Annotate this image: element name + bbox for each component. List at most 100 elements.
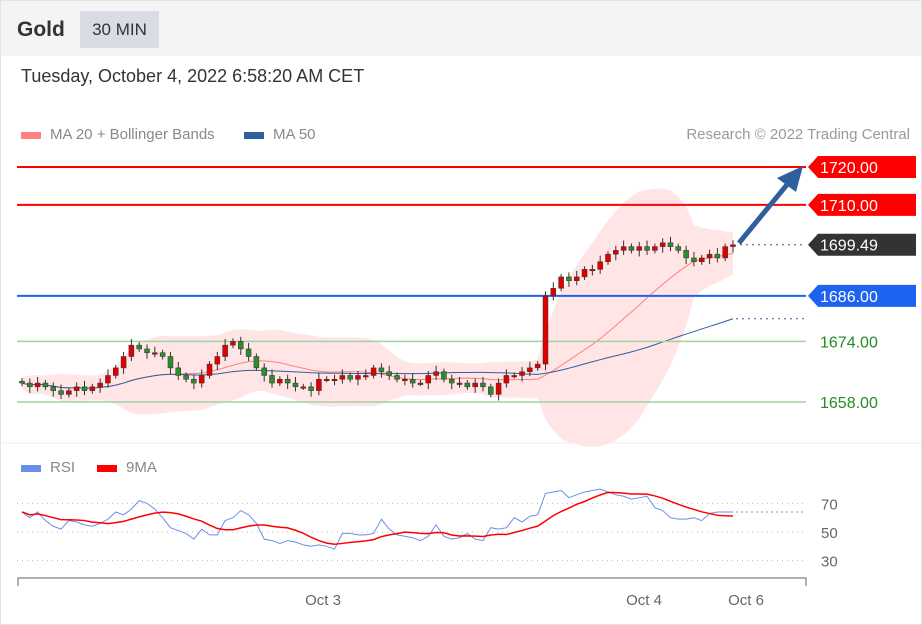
candle	[175, 367, 182, 376]
candle	[636, 246, 642, 251]
legend-rsi-label: RSI	[50, 459, 76, 476]
candle	[495, 382, 502, 395]
candle	[417, 382, 424, 385]
legend-9ma: 9MA	[97, 459, 157, 476]
candle	[183, 375, 189, 380]
candle	[245, 348, 252, 357]
candle	[511, 375, 517, 378]
candle	[113, 367, 119, 376]
candle	[425, 375, 432, 384]
candle	[441, 371, 447, 380]
legend-ma20: MA 20 + Bollinger Bands	[21, 126, 215, 143]
candle	[573, 276, 580, 281]
candle	[605, 253, 611, 263]
timeframe-button[interactable]: 30 MIN	[80, 11, 159, 48]
candle	[597, 261, 603, 270]
candle	[527, 367, 533, 372]
candle	[675, 246, 682, 251]
candle	[542, 295, 549, 365]
ma50-line	[21, 318, 734, 389]
candle	[316, 379, 322, 391]
rsi-tick-label: 30	[821, 554, 838, 571]
candle	[66, 390, 72, 395]
legend-9ma-label: 9MA	[126, 459, 157, 476]
candle	[42, 382, 49, 388]
candle	[198, 375, 205, 384]
candle	[394, 375, 400, 380]
candle	[480, 382, 486, 388]
candle	[472, 382, 478, 388]
candle	[613, 250, 619, 255]
candle	[402, 379, 408, 382]
candle	[120, 356, 127, 369]
x-axis	[17, 577, 807, 586]
candle	[347, 375, 353, 380]
candle	[50, 386, 57, 391]
rsi-9ma-line	[21, 491, 734, 545]
pivot-tag	[808, 284, 916, 307]
candle	[503, 375, 510, 384]
header-bar: Gold 30 MIN	[0, 0, 922, 56]
timestamp: Tuesday, October 4, 2022 6:58:20 AM CET	[21, 66, 365, 86]
candle	[534, 363, 541, 369]
candle	[214, 356, 221, 365]
rsi-swatch-icon	[21, 464, 41, 472]
candle	[284, 379, 291, 384]
candle	[370, 367, 377, 376]
current-price-tag	[808, 233, 916, 256]
candle	[652, 246, 658, 251]
instrument-title: Gold	[17, 18, 65, 41]
candle	[433, 371, 439, 376]
candle	[730, 244, 736, 247]
legend-ma50-label: MA 50	[273, 126, 316, 143]
candle	[698, 257, 705, 263]
candle	[269, 375, 275, 384]
candle	[230, 341, 236, 346]
candle	[206, 363, 213, 376]
legend-ma50: MA 50	[244, 126, 316, 143]
candle	[456, 382, 463, 385]
candle	[378, 367, 385, 372]
ma20-swatch-icon	[21, 131, 41, 139]
level-label-4: 1674.00	[820, 334, 878, 351]
x-tick-label: Oct 3	[305, 592, 341, 609]
candle	[667, 242, 674, 247]
candle	[81, 386, 88, 391]
candle	[722, 246, 728, 259]
candle	[448, 379, 455, 384]
level-label-1: 1710.00	[820, 198, 878, 215]
rsi-tick-label: 50	[821, 525, 838, 542]
candle	[363, 375, 369, 378]
candle	[105, 375, 111, 384]
candle	[589, 269, 596, 272]
candle	[566, 276, 572, 281]
candle	[386, 371, 392, 376]
x-tick-label: Oct 4	[626, 592, 662, 609]
level-label-3: 1686.00	[820, 289, 878, 306]
candle	[159, 352, 166, 357]
candle	[550, 288, 557, 297]
candle	[89, 386, 96, 391]
rsi-line	[21, 488, 733, 550]
candle	[128, 344, 135, 357]
candle	[191, 379, 197, 384]
copyright: Research © 2022 Trading Central	[686, 126, 910, 143]
candle	[167, 356, 174, 369]
candle	[97, 382, 103, 388]
candle	[644, 246, 650, 251]
candle	[308, 386, 314, 391]
candle	[144, 348, 150, 353]
candle	[27, 382, 33, 388]
candle	[19, 380, 25, 384]
candle	[339, 375, 346, 380]
candle	[558, 276, 564, 289]
candle	[277, 379, 283, 384]
candle	[253, 356, 260, 369]
level-label-2: 1699.49	[820, 238, 878, 255]
candle	[706, 253, 713, 259]
legend-ma20-label: MA 20 + Bollinger Bands	[50, 126, 215, 143]
candle	[519, 371, 525, 376]
candle	[152, 352, 158, 355]
candle	[261, 367, 267, 376]
